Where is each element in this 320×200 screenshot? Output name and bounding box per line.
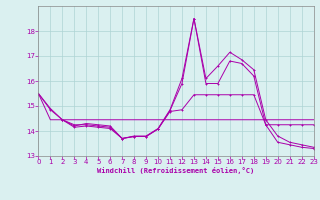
X-axis label: Windchill (Refroidissement éolien,°C): Windchill (Refroidissement éolien,°C) (97, 167, 255, 174)
